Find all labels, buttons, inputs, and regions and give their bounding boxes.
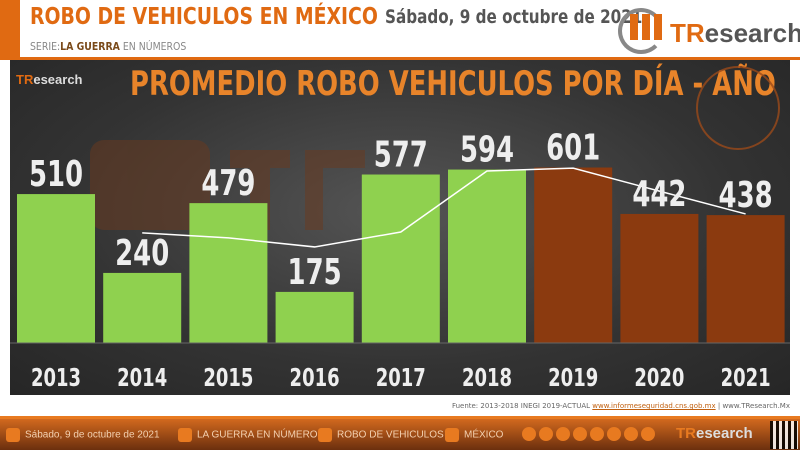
- data-label-2013: 510: [29, 154, 83, 195]
- x-tick-2016: 2016: [290, 364, 340, 393]
- source-note: Fuente: 2013-2018 INEGI 2019-ACTUAL www.…: [451, 402, 790, 410]
- bar-2021: [706, 215, 785, 343]
- footer-logo: TResearch: [676, 425, 753, 442]
- bar-2015: [189, 203, 268, 343]
- page-title: ROBO DE VEHICULOS EN MÉXICO: [30, 4, 378, 30]
- bar-chart: 510 2013 240 2014 479 2015 175 2016 577 2017 594 20…: [10, 127, 790, 393]
- trend-line: [142, 167, 746, 248]
- telegram-icon: [573, 427, 587, 441]
- date: Sábado, 9 de octubre de 2021: [385, 6, 643, 28]
- map-icon: [445, 428, 459, 442]
- x-tick-2014: 2014: [117, 364, 167, 393]
- footer-topic: ROBO DE VEHICULOS: [318, 428, 444, 442]
- x-tick-2018: 2018: [462, 364, 512, 393]
- mini-logo: TResearch: [16, 72, 83, 87]
- data-label-2016: 175: [288, 252, 342, 293]
- bar-2018: [448, 169, 526, 343]
- bar-2020: [620, 213, 699, 343]
- data-label-2021: 438: [719, 175, 773, 216]
- whatsapp-icon: [539, 427, 553, 441]
- footer-series: LA GUERRA EN NÚMEROS: [178, 428, 324, 442]
- tresearch-logo: TResearch: [618, 8, 800, 56]
- email-icon: [556, 427, 570, 441]
- twitter-icon: [590, 427, 604, 441]
- youtube-icon: [641, 427, 655, 441]
- linkedin-icon: [624, 427, 638, 441]
- car-thief-icon: [696, 66, 780, 150]
- series-label: SERIE:LA GUERRA EN NÚMEROS: [30, 40, 187, 53]
- facebook-icon: [607, 427, 621, 441]
- x-tick-2019: 2019: [548, 364, 598, 393]
- bar-2014: [103, 272, 182, 343]
- x-tick-2021: 2021: [721, 364, 771, 393]
- web-icon: [522, 427, 536, 441]
- data-label-2019: 601: [546, 127, 600, 168]
- footer-date: Sábado, 9 de octubre de 2021: [6, 428, 160, 442]
- data-label-2014: 240: [115, 233, 169, 274]
- data-label-2015: 479: [201, 163, 255, 204]
- bar-2017: [361, 174, 440, 343]
- bar-2019: [534, 167, 613, 343]
- x-tick-2020: 2020: [634, 364, 684, 393]
- calendar-icon: [6, 428, 20, 442]
- chat-icon: [318, 428, 332, 442]
- data-label-2020: 442: [632, 174, 686, 215]
- x-tick-2013: 2013: [31, 364, 81, 393]
- footer: Sábado, 9 de octubre de 2021 LA GUERRA E…: [0, 416, 800, 450]
- qr-code: [770, 421, 798, 449]
- chart-title: PROMEDIO ROBO VEHICULOS POR DÍA - AÑO: [130, 64, 776, 104]
- bar-2016: [275, 291, 354, 343]
- accent-bar: [0, 0, 20, 58]
- social-icons[interactable]: [522, 427, 658, 444]
- data-label-2017: 577: [374, 134, 428, 175]
- data-label-2018: 594: [460, 129, 514, 170]
- x-tick-2017: 2017: [376, 364, 426, 393]
- footer-place: MÉXICO: [445, 428, 503, 442]
- bar-2013: [17, 194, 95, 343]
- document-icon: [178, 428, 192, 442]
- x-tick-2015: 2015: [203, 364, 253, 393]
